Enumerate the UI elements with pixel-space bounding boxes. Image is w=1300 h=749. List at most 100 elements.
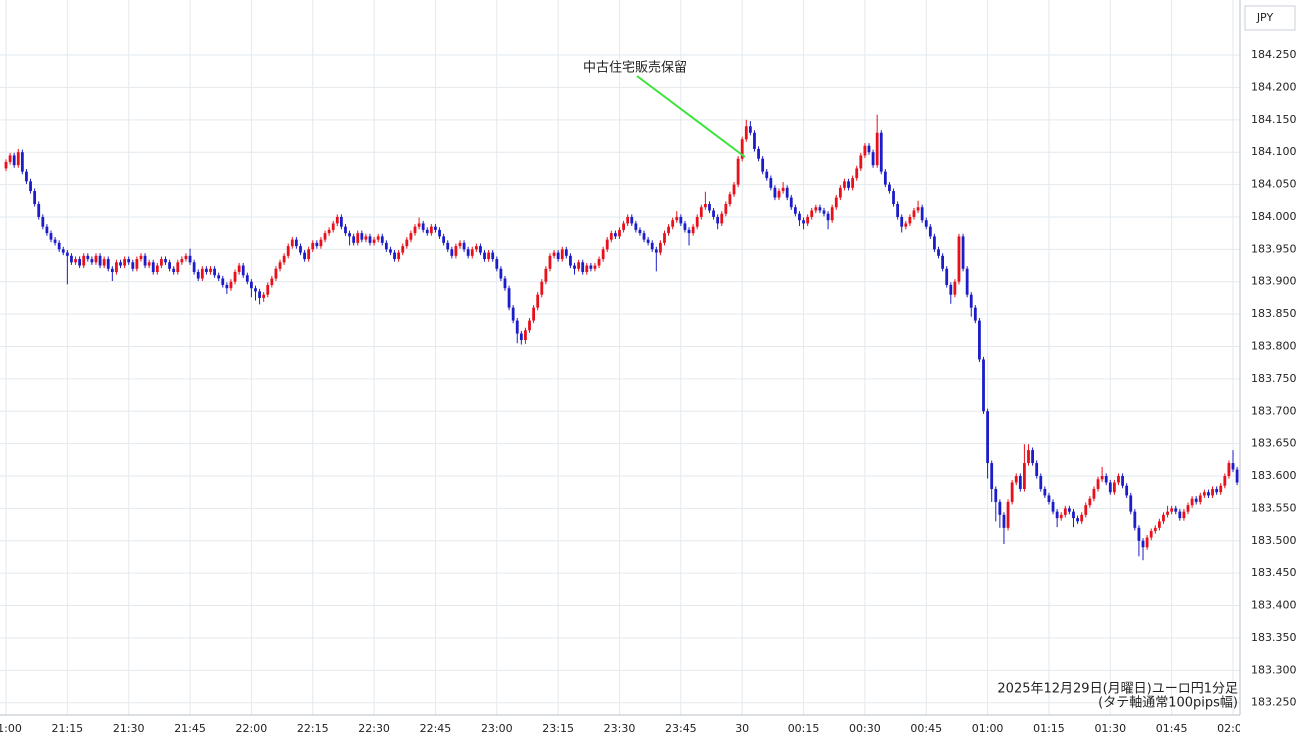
candle-body [192,262,196,273]
candle-body [969,294,973,308]
candle-body [503,278,507,289]
candle-body [168,262,171,269]
annotation: 中古住宅販売保留 [583,60,687,76]
candle-body [982,359,985,412]
candle-body [1186,505,1190,512]
candle-body [421,223,425,230]
candle-body [16,152,20,166]
candle-body [25,171,28,182]
y-axis-label: JPY [1256,11,1274,24]
y-tick-label: 183.500 [1251,534,1297,547]
candle-body [45,226,49,234]
candle-body [237,265,241,273]
candle-body [798,213,801,221]
axis-panel [1240,0,1300,745]
candle-body [847,181,850,188]
candle-body [20,152,24,172]
candle-body [1129,495,1133,512]
x-axis: 21:00 21:15 21:30 21:45 22:00 22:15 22:30 22:45… [0,722,1240,735]
candle-body [278,262,282,269]
x-tick-label: 30 [735,722,749,735]
candle-body [671,220,675,227]
candle-body [683,223,687,230]
candle-body [949,284,953,295]
candle-body [871,152,875,166]
candle-body [376,236,380,240]
candle-body [1153,527,1157,532]
candle-body [875,132,879,166]
candle-body [793,207,797,214]
candle-body [12,155,16,166]
candle-body [479,246,482,253]
candle-body [515,320,519,334]
footnote: 2025年12月29日(月曜日)ユーロ円1分足 [997,682,1238,697]
y-tick-label: 183.450 [1251,566,1297,579]
candle-body [1231,463,1235,470]
candle-body [548,255,552,269]
candle-body [785,187,789,198]
candle-body [1018,476,1022,489]
candle-body [180,259,184,263]
candle-body [294,239,298,247]
candle-body [94,255,98,263]
candle-body [618,229,621,237]
candle-body [1006,501,1010,528]
candle-body [442,236,446,243]
candle-body [564,249,568,256]
candle-body [699,207,703,217]
candle-body [1039,476,1043,489]
candle-body [262,294,266,298]
candle-body [127,259,131,263]
candle-body [487,252,491,260]
y-tick-label: 183.350 [1251,631,1297,644]
candle-body [86,255,90,260]
candle-body [916,207,920,211]
candle-body [1014,476,1018,483]
candle-body [344,226,347,234]
candle-body [364,236,368,240]
candle-body [1100,476,1104,480]
candle-body [753,132,756,149]
candle-body [957,236,961,282]
candle-body [303,252,306,260]
candle-body [556,252,560,260]
candle-body [843,181,846,188]
candle-body [634,223,638,230]
candle-body [646,239,650,243]
candle-body [53,239,57,243]
x-tick-label: 21:30 [113,722,145,735]
candle-body [519,333,523,341]
candle-body [1133,511,1137,528]
candle-body [160,259,163,266]
candle-body [507,288,511,308]
candle-body [740,139,744,159]
candle-body [299,246,302,253]
candle-body [135,259,139,269]
y-tick-label: 183.250 [1251,696,1297,709]
candle-body [188,255,192,263]
candle-body [1027,450,1030,464]
footnote: (タテ軸通常100pips幅) [1098,696,1238,711]
candle-body [863,145,867,156]
candle-body [524,330,527,341]
x-tick-label: 22:15 [297,722,329,735]
candle-body [307,249,311,260]
candle-body [532,307,536,321]
candle-body [327,229,331,234]
y-tick-label: 183.800 [1251,339,1297,352]
candle-body [348,233,351,237]
candle-body [552,252,556,256]
candle-body [528,320,531,331]
candle-body [155,265,159,273]
candle-body [205,268,208,273]
candle-body [221,278,225,285]
y-tick-label: 184.100 [1251,145,1297,158]
candle-body [687,229,691,234]
candle-body [945,268,949,285]
candle-body [446,242,450,250]
candle-body [626,216,630,224]
candle-body [638,229,642,234]
candle-body [622,223,625,230]
x-tick-label: 00:45 [910,722,942,735]
